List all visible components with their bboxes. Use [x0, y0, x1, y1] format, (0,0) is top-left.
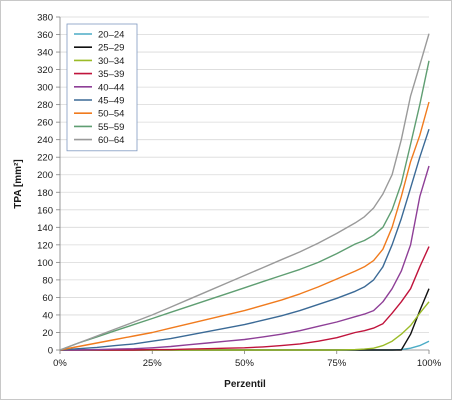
legend-label: 40–44 [98, 82, 124, 93]
y-tick-label: 60 [42, 293, 53, 304]
y-tick-label: 220 [37, 153, 53, 164]
x-tick-label: 25% [143, 358, 163, 369]
series-line-9 [59, 33, 430, 351]
series-line-6 [59, 128, 430, 351]
y-tick-label: 80 [42, 275, 53, 286]
series-line-8 [59, 60, 430, 351]
x-tick-label: 75% [327, 358, 347, 369]
y-tick-label: 100 [37, 258, 53, 269]
legend-label: 50–54 [98, 109, 124, 120]
x-axis-label: Perzentil [224, 379, 266, 390]
series-lines [59, 33, 430, 351]
legend-label: 25–29 [98, 43, 124, 54]
y-tick-label: 380 [37, 13, 53, 24]
y-tick-label: 20 [42, 328, 53, 339]
legend-label: 60–64 [98, 135, 124, 146]
legend-label: 35–39 [98, 69, 124, 80]
y-tick-label: 0 [48, 346, 53, 357]
legend-label: 20–24 [98, 30, 124, 41]
y-tick-label: 340 [37, 48, 53, 59]
x-tick-label: 100% [417, 358, 442, 369]
legend-label: 30–34 [98, 56, 124, 67]
series-line-2 [60, 288, 430, 351]
y-tick-label: 240 [37, 135, 53, 146]
series-line-5 [60, 165, 430, 351]
x-tick-label: 0% [53, 358, 67, 369]
y-tick-label: 320 [37, 65, 53, 76]
y-tick-label: 140 [37, 223, 53, 234]
series-line-7 [59, 101, 430, 351]
y-tick-label: 300 [37, 83, 53, 94]
x-tick-label: 50% [235, 358, 255, 369]
y-axis-label: TPA [mm²] [13, 159, 24, 208]
y-tick-label: 260 [37, 118, 53, 129]
y-axis-ticks: 0 20 40 60 80 100 120 140 160 180 200 220 240 260 280 3… [37, 13, 60, 357]
y-tick-label: 360 [37, 30, 53, 41]
legend: 20–24 25–29 30–34 35–39 40–44 45–49 50–54 55–59… [66, 23, 138, 152]
y-tick-label: 40 [42, 310, 53, 321]
legend-label: 55–59 [98, 122, 124, 133]
series-line-4 [60, 246, 430, 351]
x-axis-ticks: 0% 25% 50% 75% 100% [53, 350, 442, 369]
y-tick-label: 160 [37, 205, 53, 216]
series-line-3 [60, 301, 430, 351]
y-tick-label: 280 [37, 100, 53, 111]
legend-label: 45–49 [98, 96, 124, 107]
y-tick-label: 120 [37, 240, 53, 251]
y-tick-label: 180 [37, 188, 53, 199]
y-tick-label: 200 [37, 170, 53, 181]
